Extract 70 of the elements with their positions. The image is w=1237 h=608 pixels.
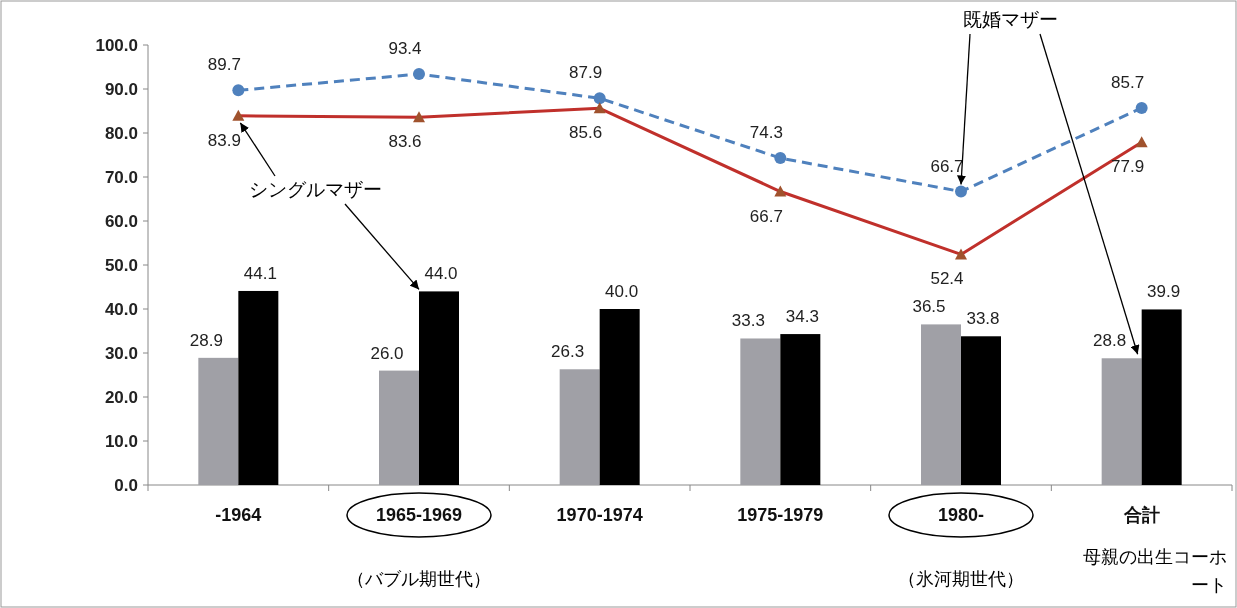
x-tick-label: 1965-1969 [375,505,463,525]
data-label: 26.3 [551,342,585,362]
point [774,185,787,197]
y-tick-label: 50.0 [104,256,138,275]
data-label: 34.3 [785,307,819,327]
y-tick-label: 30.0 [104,344,138,363]
bar [599,309,640,485]
point [413,68,425,81]
point [232,84,245,97]
data-label: 36.5 [912,297,946,317]
bar [419,291,459,485]
data-label: 87.9 [569,63,603,83]
x-tick-label: 1975-1979 [737,505,824,525]
data-label: 74.3 [749,123,783,143]
y-tick-label: 20.0 [104,388,138,407]
x-tick-label: 合計 [1122,505,1160,525]
y-tick-label: 0.0 [114,476,138,495]
y-tick-label: 90.0 [104,80,138,99]
data-label: 83.9 [207,130,241,150]
x-axis-title: 母親の出生コーホート [1083,547,1227,595]
point [593,102,606,114]
y-tick-label: 60.0 [104,212,138,231]
x-tick-label: -1964 [215,505,262,525]
data-label: 44.1 [243,263,277,283]
point [232,109,245,121]
bar [559,369,600,485]
data-label: 33.8 [966,309,1000,329]
data-label: 85.7 [1111,72,1145,92]
data-label: 28.9 [189,330,223,350]
bar [961,336,1001,485]
data-label: 26.0 [370,343,404,363]
y-tick-label: 40.0 [104,300,138,319]
data-label: 85.6 [569,123,603,143]
bar [379,370,419,485]
bar [740,338,781,485]
bar [198,357,239,485]
data-label: 33.3 [731,311,765,331]
data-label: 40.0 [605,282,639,301]
data-label: 77.9 [1111,157,1145,177]
y-tick-label: 80.0 [104,124,138,143]
bar [780,334,821,485]
bar [1141,309,1182,485]
point [1135,136,1148,148]
data-label: 93.4 [388,39,422,59]
x-tick-label: 1970-1974 [556,505,643,525]
data-label: 28.8 [1093,331,1127,351]
data-label: 83.6 [388,132,422,152]
point [1135,101,1148,114]
point [413,111,425,123]
data-label: 52.4 [930,269,964,289]
data-label: 89.7 [207,55,241,75]
bar [238,290,279,485]
y-tick-label: 10.0 [104,432,138,451]
data-label: 66.7 [749,206,783,226]
bar [1101,358,1142,485]
y-tick-label: 100.0 [95,36,138,55]
data-label: 66.7 [930,156,964,176]
point [955,248,967,260]
y-tick-label: 70.0 [104,168,138,187]
data-label: 39.9 [1147,282,1181,302]
annotation: 既婚マザー [962,9,1058,30]
text: （バブル期世代） [347,569,491,589]
point [593,92,606,105]
point [774,152,787,165]
text: （氷河期世代） [898,569,1024,589]
bar [921,324,961,485]
annotation: シングルマザー [248,179,382,200]
data-label: 44.0 [424,264,458,284]
point [955,185,967,198]
x-tick-label: 1980- [937,505,985,525]
